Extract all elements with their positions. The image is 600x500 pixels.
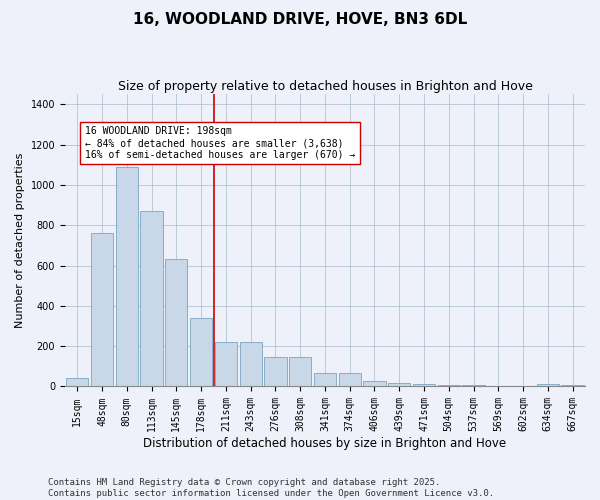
- Bar: [91, 234, 113, 386]
- Bar: [364, 382, 386, 386]
- Y-axis label: Number of detached properties: Number of detached properties: [15, 152, 25, 328]
- Bar: [338, 374, 361, 386]
- Text: 16 WOODLAND DRIVE: 198sqm
← 84% of detached houses are smaller (3,638)
16% of se: 16 WOODLAND DRIVE: 198sqm ← 84% of detac…: [85, 126, 355, 160]
- Bar: [165, 260, 187, 386]
- Bar: [413, 384, 435, 386]
- Bar: [66, 378, 88, 386]
- Bar: [116, 166, 138, 386]
- Bar: [537, 384, 559, 386]
- Bar: [190, 318, 212, 386]
- Bar: [437, 385, 460, 386]
- Bar: [289, 357, 311, 386]
- Bar: [239, 342, 262, 386]
- Text: 16, WOODLAND DRIVE, HOVE, BN3 6DL: 16, WOODLAND DRIVE, HOVE, BN3 6DL: [133, 12, 467, 28]
- Bar: [140, 211, 163, 386]
- X-axis label: Distribution of detached houses by size in Brighton and Hove: Distribution of detached houses by size …: [143, 437, 506, 450]
- Bar: [314, 374, 336, 386]
- Bar: [388, 383, 410, 386]
- Text: Contains HM Land Registry data © Crown copyright and database right 2025.
Contai: Contains HM Land Registry data © Crown c…: [48, 478, 494, 498]
- Bar: [215, 342, 237, 386]
- Title: Size of property relative to detached houses in Brighton and Hove: Size of property relative to detached ho…: [118, 80, 532, 93]
- Bar: [264, 357, 287, 386]
